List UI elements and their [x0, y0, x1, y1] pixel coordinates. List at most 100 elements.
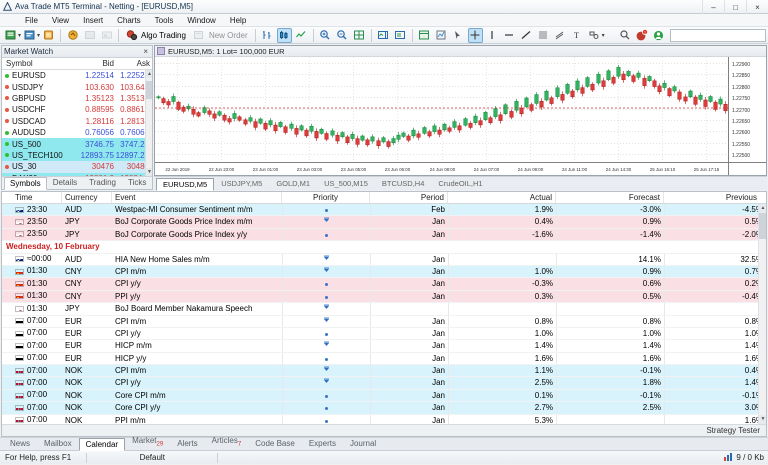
- profiles-dropdown-icon[interactable]: ▾: [37, 32, 40, 39]
- navigator-icon[interactable]: [82, 28, 97, 43]
- mw-tab-details[interactable]: Details: [47, 176, 83, 189]
- menu-item-window[interactable]: Window: [180, 14, 222, 27]
- bottom-tab-experts[interactable]: Experts: [302, 437, 343, 450]
- calendar-col-previous[interactable]: Previous: [664, 192, 766, 203]
- channel-icon[interactable]: [553, 28, 568, 43]
- shapes-icon[interactable]: [587, 28, 602, 43]
- scroll-down-icon[interactable]: ▼: [146, 168, 152, 176]
- toolbox-icon[interactable]: a: [99, 28, 114, 43]
- trendline-icon[interactable]: [519, 28, 534, 43]
- notifications-icon[interactable]: 1: [634, 28, 649, 43]
- chart-tab-eurusd-m5[interactable]: EURUSD,M5: [156, 178, 214, 191]
- open-data-folder-icon[interactable]: [41, 28, 56, 43]
- bottom-tab-articles[interactable]: Articles7: [205, 434, 249, 450]
- calendar-col-event[interactable]: Event: [112, 192, 282, 203]
- templates-icon[interactable]: [417, 28, 432, 43]
- menu-item-insert[interactable]: Insert: [76, 14, 110, 27]
- bottom-tab-news[interactable]: News: [3, 437, 37, 450]
- search-input[interactable]: [670, 29, 766, 42]
- account-icon[interactable]: [651, 28, 666, 43]
- new-order-button[interactable]: New Order: [190, 28, 252, 43]
- menu-item-help[interactable]: Help: [223, 14, 253, 27]
- calendar-col-forecast[interactable]: Forecast: [556, 192, 664, 203]
- line-chart-icon[interactable]: [294, 28, 309, 43]
- search-icon[interactable]: [617, 28, 632, 43]
- bottom-tab-market[interactable]: Market29: [125, 434, 170, 450]
- menu-item-tools[interactable]: Tools: [148, 14, 181, 27]
- column-ask[interactable]: Ask: [114, 59, 152, 68]
- calendar-scroll-thumb[interactable]: [759, 213, 766, 239]
- market-watch-scroll-thumb[interactable]: [146, 81, 152, 99]
- market-watch-scrollbar[interactable]: ▲ ▼: [145, 70, 152, 176]
- calendar-col-period[interactable]: Period: [370, 192, 448, 203]
- column-symbol[interactable]: Symbol: [2, 59, 76, 68]
- chart-tab-usdjpy-m5[interactable]: USDJPY,M5: [214, 177, 269, 190]
- maximize-button[interactable]: □: [724, 0, 746, 14]
- mw-tab-symbols[interactable]: Symbols: [4, 177, 47, 190]
- column-bid[interactable]: Bid: [76, 59, 114, 68]
- auto-scroll-icon[interactable]: [393, 28, 408, 43]
- fibonacci-icon[interactable]: [536, 28, 551, 43]
- algo-trading-button[interactable]: Algo Trading: [122, 28, 190, 43]
- strategy-tester-label[interactable]: Strategy Tester: [706, 426, 760, 435]
- horizontal-line-icon[interactable]: [502, 28, 517, 43]
- close-button[interactable]: ×: [746, 0, 768, 14]
- zoom-in-icon[interactable]: [318, 28, 333, 43]
- bottom-tab-mailbox[interactable]: Mailbox: [37, 437, 79, 450]
- tile-windows-icon[interactable]: [352, 28, 367, 43]
- new-chart-dropdown-icon[interactable]: ▾: [18, 32, 21, 39]
- market-watch-close-icon[interactable]: ×: [141, 47, 150, 56]
- market-watch-row[interactable]: DAX3013881.313884.3: [2, 173, 152, 176]
- bar-chart-icon[interactable]: [260, 28, 275, 43]
- bottom-tab-code-base[interactable]: Code Base: [248, 437, 302, 450]
- calendar-scrollbar[interactable]: ▲ ▼: [758, 204, 766, 424]
- calendar-scroll-up-icon[interactable]: ▲: [759, 204, 766, 213]
- chart-tab-btcusd-h4[interactable]: BTCUSD,H4: [375, 177, 432, 190]
- mw-tab-ticks[interactable]: Ticks: [122, 176, 152, 189]
- mw-tab-trading[interactable]: Trading: [83, 176, 122, 189]
- scroll-up-icon[interactable]: ▲: [146, 70, 152, 78]
- candlestick-chart-icon[interactable]: [277, 28, 292, 43]
- zoom-out-icon[interactable]: [335, 28, 350, 43]
- vertical-line-icon[interactable]: [485, 28, 500, 43]
- indicators-icon[interactable]: [434, 28, 449, 43]
- chart-tab-crudeoil-h1[interactable]: CrudeOIL,H1: [431, 177, 489, 190]
- menu-item-view[interactable]: View: [45, 14, 76, 27]
- calendar-col-actual[interactable]: Actual: [448, 192, 556, 203]
- menu-item-file[interactable]: File: [18, 14, 45, 27]
- bottom-tab-journal[interactable]: Journal: [343, 437, 383, 450]
- calendar-col-priority[interactable]: Priority: [282, 192, 370, 203]
- chart-tab-gold-m1[interactable]: GOLD,M1: [269, 177, 317, 190]
- new-chart-icon[interactable]: [3, 28, 18, 43]
- bottom-tab-calendar[interactable]: Calendar: [79, 438, 125, 451]
- calendar-col-currency[interactable]: Currency: [62, 192, 112, 203]
- calendar-scroll-down-icon[interactable]: ▼: [759, 415, 766, 424]
- text-icon[interactable]: T: [570, 28, 585, 43]
- menu-item-charts[interactable]: Charts: [110, 14, 148, 27]
- market-watch-icon[interactable]: [65, 28, 80, 43]
- minimize-button[interactable]: –: [702, 0, 724, 14]
- profiles-icon[interactable]: [22, 28, 37, 43]
